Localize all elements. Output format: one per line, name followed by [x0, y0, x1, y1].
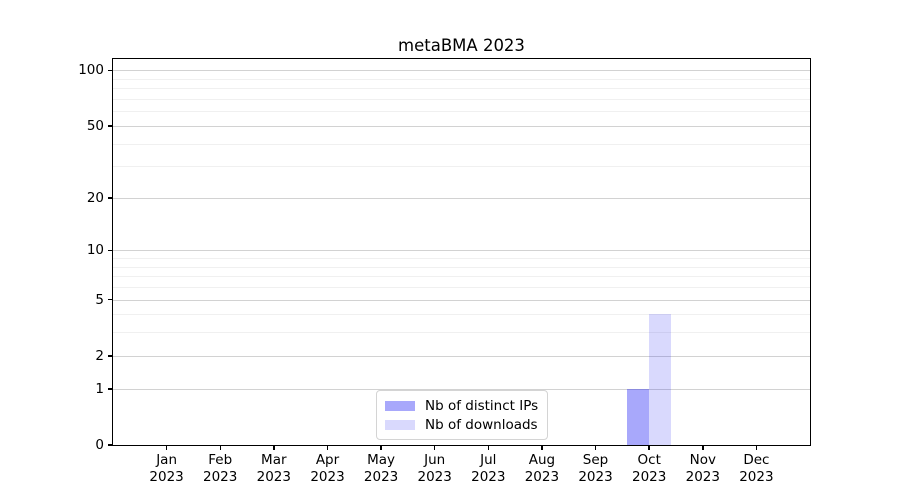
gridline-minor-6	[113, 287, 810, 288]
x-tick-label-jun: Jun 2023	[403, 452, 467, 485]
x-tick-label-nov: Nov 2023	[671, 452, 735, 485]
gridline-minor-4	[113, 314, 810, 316]
x-tick-month: Nov	[689, 452, 716, 468]
y-tick-mark-20	[108, 197, 113, 199]
x-tick-label-may: May 2023	[349, 452, 413, 485]
x-tick-month: Mar	[261, 452, 287, 468]
x-tick-label-sep: Sep 2023	[564, 452, 628, 485]
y-tick-label-100: 100	[78, 62, 104, 79]
bar-nb-of-downloads	[649, 314, 672, 445]
x-tick-year: 2023	[417, 468, 452, 485]
gridline-minor-9	[113, 258, 810, 259]
x-tick-month: Sep	[582, 452, 609, 468]
gridline-major-50	[113, 125, 810, 127]
x-tick-year: 2023	[149, 468, 184, 485]
x-tick-month: Feb	[208, 452, 233, 468]
legend-item: Nb of downloads	[385, 415, 538, 434]
x-tick-month: Aug	[528, 452, 556, 468]
y-tick-label-5: 5	[95, 291, 104, 308]
y-tick-mark-2	[108, 355, 113, 357]
x-tick-year: 2023	[578, 468, 613, 485]
x-tick-mark-feb	[219, 445, 221, 450]
gridline-minor-60	[113, 111, 810, 113]
y-tick-mark-5	[108, 298, 113, 301]
gridline-major-20	[113, 197, 810, 199]
gridline-major-100	[113, 70, 810, 72]
chart-title: metaBMA 2023	[398, 36, 525, 55]
x-tick-month: Jul	[480, 452, 497, 468]
x-tick-year: 2023	[685, 468, 720, 485]
gridline-minor-70	[113, 98, 810, 100]
x-tick-year: 2023	[256, 468, 291, 485]
legend-swatch-distinct-ips	[385, 400, 415, 411]
x-tick-mark-aug	[541, 445, 543, 450]
gridline-minor-3	[113, 332, 810, 334]
x-tick-year: 2023	[310, 468, 345, 485]
x-tick-mark-may	[380, 445, 382, 450]
x-tick-year: 2023	[524, 468, 560, 485]
x-tick-month: Jan	[156, 452, 177, 468]
x-tick-mark-apr	[326, 445, 329, 450]
y-tick-mark-0	[108, 444, 113, 446]
legend-item: Nb of distinct IPs	[385, 396, 538, 415]
gridline-major-10	[113, 250, 810, 252]
x-tick-mark-jun	[433, 445, 436, 450]
y-tick-label-50: 50	[86, 117, 104, 134]
legend-swatch-downloads	[385, 419, 415, 430]
gridline-major-5	[113, 299, 810, 301]
gridline-major-2	[113, 355, 810, 357]
y-tick-mark-100	[108, 69, 113, 71]
x-tick-label-jan: Jan 2023	[135, 452, 199, 485]
legend-label-distinct-ips: Nb of distinct IPs	[425, 397, 539, 414]
x-tick-label-dec: Dec 2023	[724, 452, 788, 485]
x-tick-year: 2023	[739, 468, 774, 485]
y-tick-mark-10	[108, 249, 113, 251]
gridline-minor-7	[113, 276, 810, 278]
y-tick-mark-50	[108, 125, 113, 127]
x-tick-label-mar: Mar 2023	[242, 452, 306, 485]
x-tick-year: 2023	[471, 468, 506, 485]
y-tick-label-0: 0	[95, 437, 104, 453]
x-tick-label-apr: Apr 2023	[296, 452, 360, 485]
x-tick-label-oct: Oct 2023	[617, 452, 681, 485]
plot-area	[112, 58, 811, 446]
legend: Nb of distinct IPs Nb of downloads	[376, 390, 549, 440]
x-tick-mark-mar	[273, 445, 275, 450]
y-tick-label-10: 10	[86, 242, 104, 259]
x-tick-label-feb: Feb 2023	[188, 452, 252, 485]
bar-nb-of-distinct-ips	[627, 388, 650, 445]
x-tick-year: 2023	[363, 468, 399, 485]
x-tick-year: 2023	[632, 468, 667, 485]
gridline-minor-30	[113, 166, 810, 168]
x-tick-month: Dec	[743, 452, 770, 468]
gridline-minor-90	[113, 78, 810, 80]
gridline-minor-8	[113, 266, 810, 268]
x-tick-mark-sep	[594, 445, 597, 450]
gridline-major-1	[113, 388, 810, 390]
x-tick-mark-jul	[487, 445, 490, 450]
y-tick-mark-1	[108, 388, 113, 390]
x-tick-year: 2023	[203, 468, 238, 485]
x-tick-month: Jun	[424, 452, 446, 468]
y-tick-label-2: 2	[95, 347, 104, 364]
x-tick-mark-jan	[165, 445, 168, 450]
gridline-minor-40	[113, 143, 810, 145]
x-tick-mark-nov	[702, 445, 704, 450]
x-tick-mark-oct	[648, 445, 650, 450]
x-tick-mark-dec	[755, 445, 758, 450]
x-tick-month: Apr	[315, 452, 340, 468]
legend-label-downloads: Nb of downloads	[425, 416, 538, 433]
gridline-minor-80	[113, 88, 810, 90]
x-tick-month: May	[367, 452, 396, 468]
x-tick-label-jul: Jul 2023	[456, 452, 520, 485]
y-tick-label-20: 20	[86, 189, 104, 206]
y-tick-label-1: 1	[95, 380, 104, 397]
x-tick-label-aug: Aug 2023	[510, 452, 574, 485]
x-tick-month: Oct	[637, 452, 661, 468]
